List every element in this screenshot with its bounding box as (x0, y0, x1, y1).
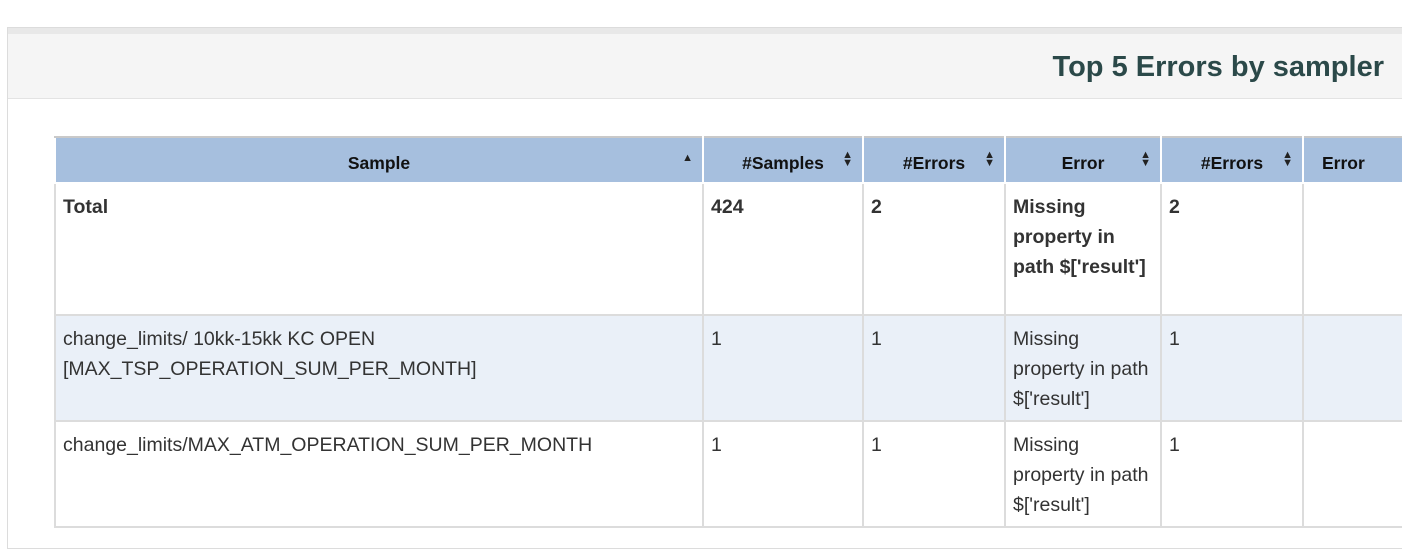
cell-samples: 1 (702, 420, 864, 528)
table-row: change_limits/MAX_ATM_OPERATION_SUM_PER_… (54, 420, 1402, 528)
panel-title: Top 5 Errors by sampler (1052, 51, 1384, 83)
panel-heading: Top 5 Errors by sampler (8, 28, 1402, 99)
cell-errors: 1 (862, 420, 1006, 528)
column-header-sample[interactable]: Sample ▲ (54, 136, 704, 184)
cell-error-2 (1302, 420, 1402, 528)
column-header-errors[interactable]: #Errors ▲ ▼ (862, 136, 1006, 184)
cell-sample: change_limits/ 10kk-15kk KC OPEN [MAX_TS… (54, 314, 704, 422)
cell-error-2 (1302, 182, 1402, 316)
column-label: #Errors (902, 152, 966, 173)
column-label: Error (1322, 152, 1365, 173)
cell-error: Missing property in path $['result'] (1004, 420, 1162, 528)
cell-error: Missing property in path $['result'] (1004, 182, 1162, 316)
sort-both-icon[interactable]: ▲ ▼ (984, 149, 995, 169)
column-label: #Samples (742, 152, 824, 173)
sort-both-icon[interactable]: ▲ ▼ (1282, 149, 1293, 169)
table-header-row: Sample ▲ #Samples ▲ ▼ #Errors ▲ ▼ Error ▲ ▼… (54, 136, 1402, 184)
sort-both-icon[interactable]: ▲ ▼ (1140, 149, 1151, 169)
cell-errors-2: 2 (1160, 182, 1304, 316)
sort-ascending-icon[interactable]: ▲ (682, 152, 693, 164)
cell-error-2 (1302, 314, 1402, 422)
cell-error: Missing property in path $['result'] (1004, 314, 1162, 422)
column-header-samples[interactable]: #Samples ▲ ▼ (702, 136, 864, 184)
table-row: change_limits/ 10kk-15kk KC OPEN [MAX_TS… (54, 314, 1402, 422)
column-label: #Errors (1200, 152, 1264, 173)
column-label: Error (1061, 152, 1105, 173)
column-header-error-2[interactable]: Error (1302, 136, 1402, 184)
column-header-error[interactable]: Error ▲ ▼ (1004, 136, 1162, 184)
column-header-errors-2[interactable]: #Errors ▲ ▼ (1160, 136, 1304, 184)
cell-errors-2: 1 (1160, 420, 1304, 528)
table-row-total: Total 424 2 Missing property in path $['… (54, 182, 1402, 316)
cell-sample: change_limits/MAX_ATM_OPERATION_SUM_PER_… (54, 420, 704, 528)
cell-sample: Total (54, 182, 704, 316)
cell-samples: 424 (702, 182, 864, 316)
cell-samples: 1 (702, 314, 864, 422)
cell-errors: 1 (862, 314, 1006, 422)
cell-errors-2: 1 (1160, 314, 1304, 422)
cell-errors: 2 (862, 182, 1006, 316)
top-errors-table: Sample ▲ #Samples ▲ ▼ #Errors ▲ ▼ Error ▲ ▼… (54, 136, 1402, 528)
column-label: Sample (347, 152, 411, 173)
sort-both-icon[interactable]: ▲ ▼ (842, 149, 853, 169)
